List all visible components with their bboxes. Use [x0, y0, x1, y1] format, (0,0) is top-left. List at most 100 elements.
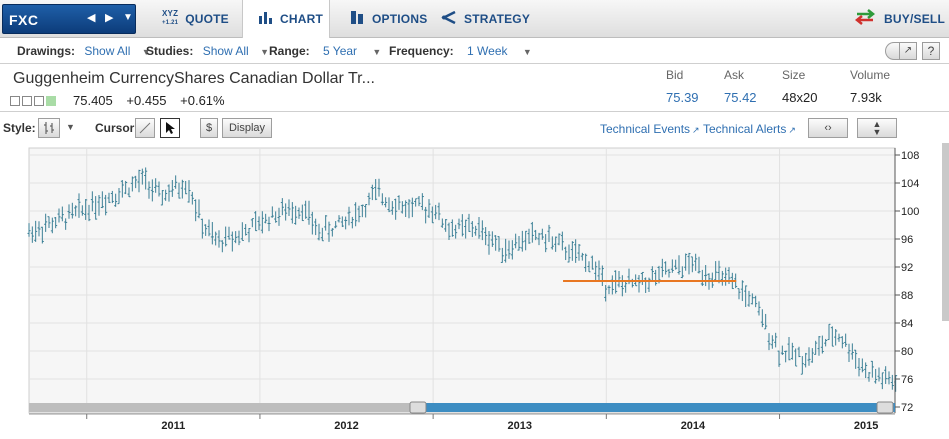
chevron-down-icon[interactable]: ▼	[260, 47, 269, 57]
triangle-left-icon[interactable]: ◀	[87, 12, 96, 24]
code-expand-icon[interactable]: ‹›	[808, 118, 848, 138]
technical-events-link[interactable]: Technical Events ↗	[600, 122, 700, 136]
studies-dropdown[interactable]: Studies: Show All ▼	[146, 44, 269, 58]
ohlc-bar	[374, 179, 378, 201]
chevron-down-icon[interactable]: ▼	[372, 47, 382, 57]
compare-icon[interactable]	[22, 96, 32, 106]
ohlc-bar	[437, 202, 441, 221]
y-tick-label: 84	[901, 318, 913, 330]
ohlc-bar	[714, 261, 718, 282]
ohlc-bar	[874, 368, 878, 384]
ohlc-bar	[464, 219, 468, 239]
y-tick-label: 88	[901, 290, 913, 302]
ohlc-bar	[564, 246, 568, 261]
ohlc-bar	[570, 241, 574, 261]
ohlc-bar	[607, 285, 611, 295]
ohlc-bar	[847, 343, 851, 363]
ohlc-bar	[70, 202, 74, 219]
ohlc-bar	[560, 231, 564, 251]
price-chart[interactable]: 72 76 80 84 88 92 96 100 104 108 2011 2012 2013 2014…	[0, 143, 949, 439]
chart-svg[interactable]: 72 76 80 84 88 92 96 100 104 108 2011 2012 2013 2014…	[0, 143, 949, 439]
dollar-button[interactable]: $	[200, 118, 218, 138]
ohlc-bar	[507, 240, 511, 259]
range-dropdown[interactable]: Range: 5 Year ▼	[269, 44, 381, 58]
tab-strategy[interactable]: STRATEGY	[441, 0, 530, 37]
ohlc-bar	[267, 216, 271, 232]
ohlc-bar	[344, 216, 348, 230]
ohlc-bar	[880, 372, 884, 390]
vertical-expand-icon[interactable]: ▲ ▼	[857, 118, 897, 138]
ohlc-bar	[757, 301, 761, 316]
vertical-scrollbar[interactable]	[942, 143, 949, 321]
popout-left-icon[interactable]	[885, 42, 899, 60]
ohlc-bar	[347, 206, 351, 226]
ohlc-bar	[470, 221, 474, 238]
ohlc-bar	[254, 211, 258, 232]
frequency-dropdown[interactable]: Frequency: 1 Week ▼	[389, 44, 532, 58]
tab-chart-label: CHART	[280, 12, 323, 26]
tab-options[interactable]: OPTIONS	[351, 0, 427, 37]
ohlc-bar	[100, 191, 104, 209]
price-change: +0.455	[126, 93, 167, 108]
ohlc-bar	[390, 201, 394, 215]
ohlc-bar	[77, 193, 81, 218]
technical-alerts-label[interactable]: Technical Alerts	[703, 122, 787, 136]
ohlc-bar	[230, 231, 234, 252]
ohlc-bar	[260, 211, 264, 234]
chevron-down-icon[interactable]: ▼	[66, 122, 75, 132]
drawings-dropdown[interactable]: Drawings: Show All ▼	[17, 44, 151, 58]
ohlc-bar	[600, 265, 604, 287]
quote-header: Guggenheim CurrencyShares Canadian Dolla…	[0, 65, 949, 112]
triangle-right-icon[interactable]: ▶	[105, 12, 114, 24]
studies-value[interactable]: Show All	[202, 44, 249, 58]
crosshair-cursor-icon[interactable]	[135, 118, 155, 138]
ohlc-bar	[337, 215, 341, 223]
ohlc-bar	[574, 239, 578, 263]
chevron-down-icon[interactable]: ▼	[522, 47, 532, 57]
tab-chart[interactable]: CHART	[242, 0, 330, 38]
navigator-right-handle[interactable]	[876, 401, 894, 414]
ohlc-bar	[280, 198, 284, 216]
document-icon[interactable]	[34, 96, 44, 106]
quote-icon-bottom: +1.21	[162, 20, 179, 26]
technical-alerts-link[interactable]: Technical Alerts ↗	[703, 122, 796, 136]
display-button[interactable]: Display	[222, 118, 272, 138]
tab-quote[interactable]: XYZ +1.21 QUOTE	[162, 0, 242, 37]
chevron-down-icon[interactable]: ▼	[141, 47, 151, 57]
ohlc-bar	[457, 218, 461, 230]
ohlc-style-icon[interactable]	[38, 118, 60, 138]
symbol-selector[interactable]: FXC ◀ ▶ ▼	[2, 4, 136, 34]
help-button[interactable]: ?	[922, 42, 940, 60]
style-label: Style:	[3, 121, 36, 135]
ohlc-bar	[150, 179, 154, 202]
technical-events-label[interactable]: Technical Events	[600, 122, 691, 136]
frequency-value[interactable]: 1 Week	[467, 44, 508, 58]
symbol-ticker[interactable]: FXC	[9, 12, 39, 28]
status-indicator-icon	[46, 96, 56, 106]
ohlc-bar	[300, 204, 304, 222]
navigator-left-handle[interactable]	[409, 401, 427, 414]
pointer-cursor-icon[interactable]	[160, 118, 180, 138]
external-link-icon: ↗	[692, 125, 700, 135]
ohlc-bar	[264, 213, 268, 224]
ohlc-bar	[624, 281, 628, 293]
chevron-down-icon[interactable]: ▼	[123, 12, 133, 23]
y-tick-label: 80	[901, 346, 913, 358]
price-bars	[27, 167, 898, 392]
ohlc-bar	[297, 207, 301, 219]
tab-buy-sell-label: BUY/SELL	[884, 11, 945, 26]
ohlc-bar	[827, 323, 831, 341]
ohlc-bar	[810, 348, 814, 363]
expand-icon[interactable]	[10, 96, 20, 106]
range-value[interactable]: 5 Year	[323, 44, 358, 58]
plot-area[interactable]	[28, 147, 896, 414]
ohlc-bar	[247, 227, 251, 243]
ohlc-bar	[167, 184, 171, 202]
navigator-selection[interactable]	[418, 403, 895, 412]
ohlc-bar	[110, 190, 114, 204]
ohlc-bar	[324, 215, 328, 231]
tab-buy-sell[interactable]: BUY/SELL	[853, 0, 945, 37]
popout-icon[interactable]: ↗	[899, 42, 917, 60]
ohlc-bar	[594, 261, 598, 281]
drawings-value[interactable]: Show All	[84, 44, 131, 58]
